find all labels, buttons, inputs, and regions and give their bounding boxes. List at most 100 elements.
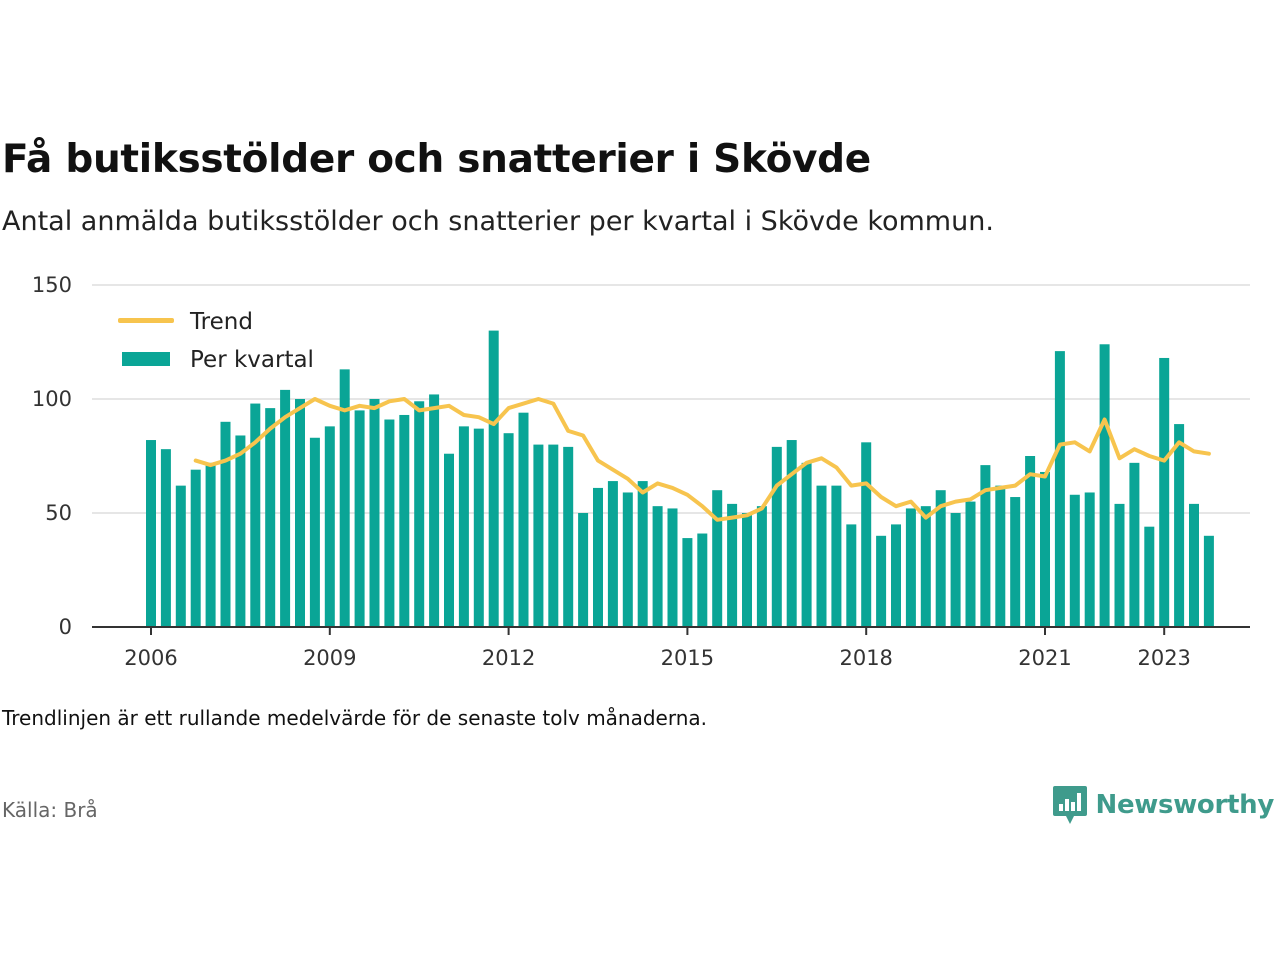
bar — [309, 437, 320, 627]
bar — [414, 401, 425, 627]
axes: 0 50 100 150 2006 2009 2012 2015 2018 2021 2023 — [32, 273, 1250, 670]
bar — [607, 481, 618, 627]
bar — [146, 440, 156, 627]
bar — [637, 481, 648, 627]
bar — [235, 435, 246, 627]
bar — [384, 419, 395, 627]
bar — [652, 506, 663, 627]
legend: Trend Per kvartal — [118, 309, 314, 373]
x-tick-label: 2018 — [839, 646, 892, 670]
bar — [1069, 494, 1080, 627]
bar — [1189, 503, 1199, 627]
newsworthy-wordmark: Newsworthy — [1095, 790, 1275, 820]
trend-line — [193, 397, 1211, 522]
legend-label-per-kvartal: Per kvartal — [190, 347, 314, 373]
legend-swatch-trend — [118, 318, 174, 323]
bar — [563, 446, 574, 627]
bar — [950, 513, 961, 627]
bar — [458, 426, 469, 627]
bar — [786, 440, 797, 627]
trend-note: Trendlinjen är ett rullande medelvärde f… — [2, 706, 708, 730]
chart-title: Få butiksstölder och snatterier i Skövde — [2, 137, 871, 182]
bar — [190, 469, 201, 627]
bar — [1010, 497, 1021, 627]
bar — [1159, 357, 1170, 627]
bar — [429, 394, 440, 627]
chart-subtitle: Antal anmälda butiksstölder och snatteri… — [2, 206, 994, 237]
bar — [265, 408, 276, 627]
bar — [816, 485, 827, 627]
bar — [295, 399, 305, 627]
y-tick-label: 150 — [32, 273, 72, 297]
bar — [533, 444, 544, 627]
bar — [324, 426, 335, 627]
bar — [920, 506, 931, 627]
x-tick-label: 2012 — [482, 646, 535, 670]
bar — [593, 487, 603, 627]
bar — [578, 513, 589, 627]
bar — [280, 389, 291, 627]
bar — [712, 490, 723, 627]
bars — [146, 330, 1214, 627]
bar — [1084, 492, 1095, 627]
bar — [876, 535, 887, 627]
bar — [1129, 462, 1140, 627]
bar — [175, 485, 186, 627]
legend-label-trend: Trend — [189, 309, 253, 335]
bar — [727, 503, 738, 627]
source-label: Källa: Brå — [2, 798, 98, 822]
bar — [1054, 351, 1065, 627]
y-tick-label: 0 — [59, 615, 72, 639]
bar — [503, 433, 514, 627]
bar — [354, 410, 365, 627]
bar — [220, 421, 231, 627]
x-tick-label: 2009 — [303, 646, 356, 670]
bar — [667, 508, 678, 627]
trend-line-group — [193, 397, 1211, 522]
bar — [965, 501, 976, 627]
bar-line-chart: 0 50 100 150 2006 2009 2012 2015 2018 2021 2023 Tr… — [32, 273, 1250, 670]
bar — [905, 508, 916, 627]
bar — [1040, 471, 1050, 627]
x-tick-label: 2006 — [124, 646, 177, 670]
bar — [861, 442, 872, 627]
bar — [697, 533, 708, 627]
y-tick-label: 100 — [32, 387, 72, 411]
y-tick-label: 50 — [45, 501, 72, 525]
bar — [1099, 344, 1110, 627]
newsworthy-logo[interactable]: Newsworthy — [1052, 784, 1274, 826]
bar — [622, 492, 633, 627]
bar — [339, 369, 350, 627]
bar — [444, 453, 454, 627]
bar — [995, 485, 1006, 627]
bar — [771, 446, 782, 627]
bar — [742, 513, 752, 627]
bar — [160, 449, 171, 627]
bar — [548, 444, 559, 627]
bar — [1144, 526, 1155, 627]
legend-swatch-per-kvartal — [122, 352, 170, 366]
bar — [846, 524, 857, 627]
bar — [250, 403, 261, 627]
bar — [801, 462, 812, 627]
newsworthy-logo-icon — [1052, 786, 1087, 824]
x-tick-label: 2015 — [661, 646, 714, 670]
bar — [1174, 424, 1185, 627]
bar — [682, 538, 693, 627]
bar — [205, 462, 216, 627]
bar — [756, 506, 767, 627]
bar — [1203, 535, 1214, 627]
bar — [473, 428, 484, 627]
bar — [831, 485, 842, 627]
bar — [891, 524, 901, 627]
x-tick-label: 2023 — [1137, 646, 1190, 670]
bar — [399, 414, 410, 627]
bar — [935, 490, 946, 627]
bar — [369, 399, 380, 627]
bar — [488, 330, 499, 627]
bar — [518, 412, 529, 627]
bar — [1114, 503, 1125, 627]
x-tick-label: 2021 — [1018, 646, 1071, 670]
bar — [1025, 456, 1036, 627]
bar — [980, 465, 991, 627]
